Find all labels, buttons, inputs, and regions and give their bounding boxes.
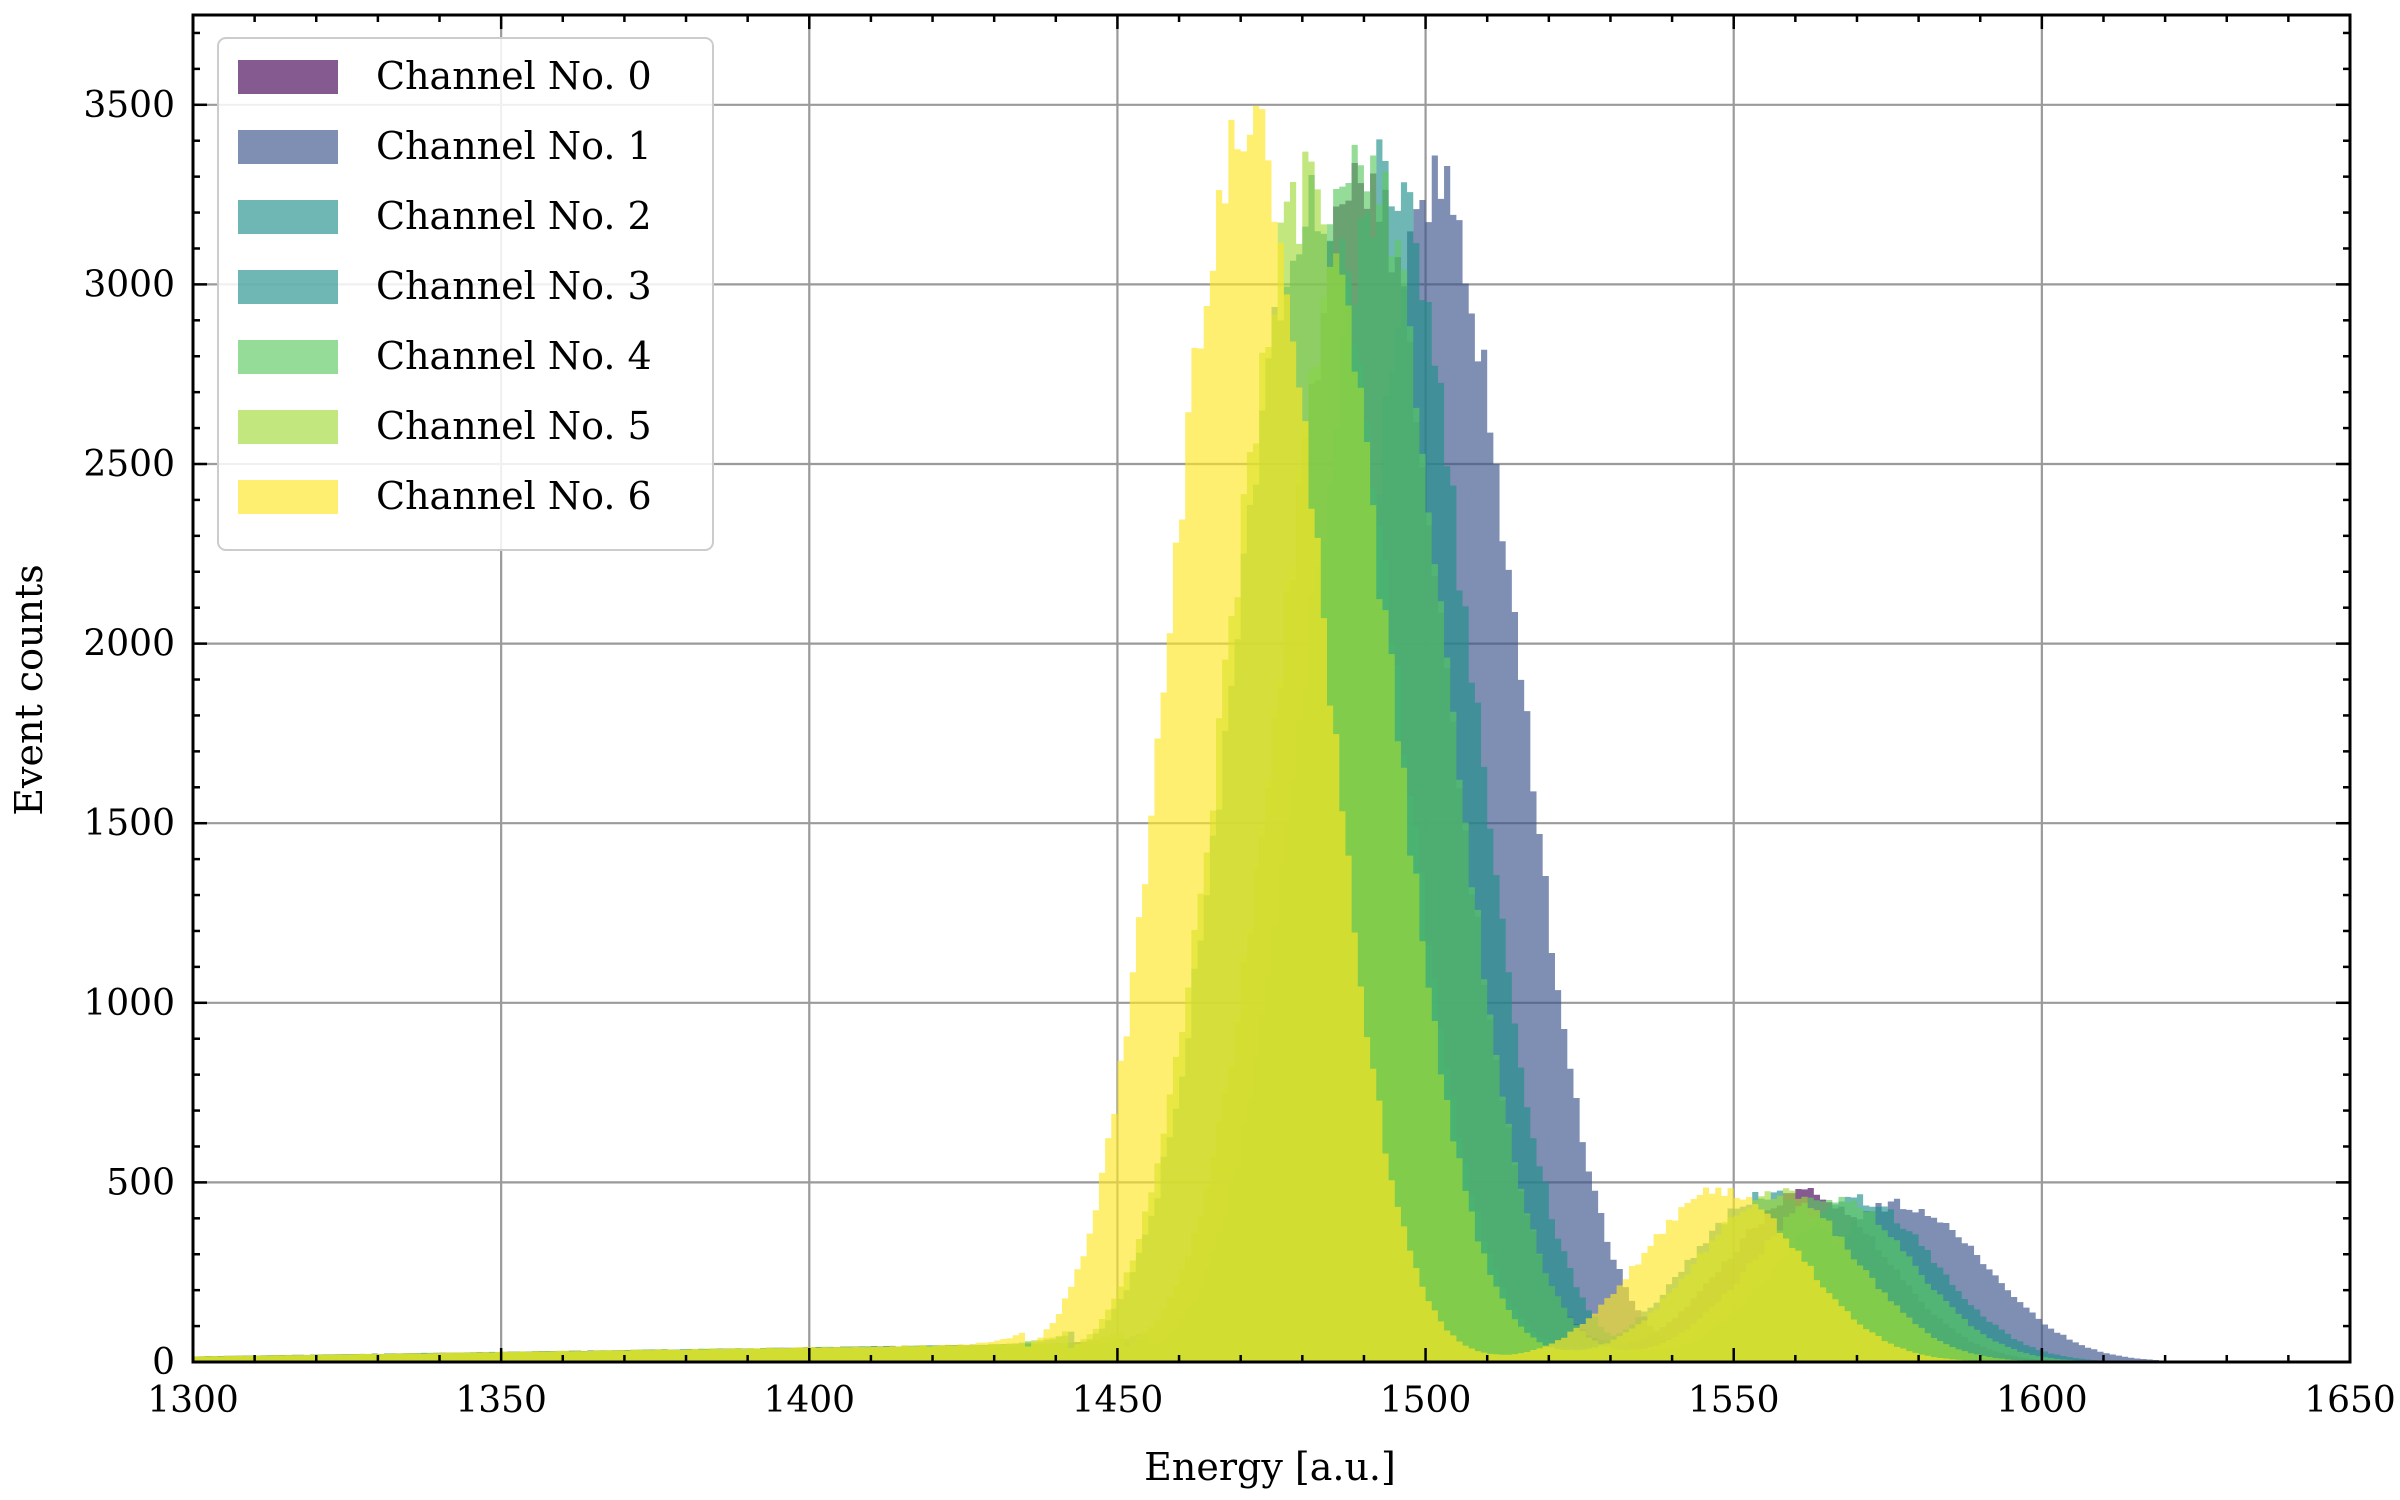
y-tick-label: 3000 [83, 264, 175, 305]
plot-area: 1300 1350 1400 1450 1500 1550 1600 1650 0 500 100… [83, 13, 2396, 1421]
y-tick-label: 1500 [83, 803, 175, 844]
legend-label-0: Channel No. 0 [376, 54, 652, 98]
legend-swatch-0 [238, 60, 338, 94]
y-tick-label: 0 [152, 1342, 175, 1383]
x-tick-labels: 1300 1350 1400 1450 1500 1550 1600 1650 [147, 1380, 2396, 1421]
series-6 [193, 105, 2350, 1362]
legend-label-1: Channel No. 1 [376, 124, 652, 168]
legend-swatch-5 [238, 410, 338, 444]
axis-ticks [191, 15, 2352, 1364]
y-tick-label: 2500 [83, 444, 175, 485]
y-tick-label: 3500 [83, 85, 175, 126]
legend-label-3: Channel No. 3 [376, 264, 652, 308]
legend-swatch-6 [238, 480, 338, 514]
x-tick-label: 1500 [1380, 1380, 1472, 1421]
x-tick-label: 1400 [763, 1380, 855, 1421]
x-tick-label: 1350 [455, 1380, 547, 1421]
histogram-bars [193, 105, 2350, 1363]
legend-label-4: Channel No. 4 [376, 334, 652, 378]
legend-label-6: Channel No. 6 [376, 474, 652, 518]
x-tick-label: 1600 [1996, 1380, 2088, 1421]
legend-label-2: Channel No. 2 [376, 194, 652, 238]
x-tick-label: 1550 [1688, 1380, 1780, 1421]
y-axis-label: Event counts [7, 564, 51, 815]
axes-frame [191, 13, 2352, 1364]
y-tick-label: 2000 [83, 624, 175, 665]
y-tick-label: 500 [106, 1162, 175, 1203]
legend-label-5: Channel No. 5 [376, 404, 652, 448]
x-tick-label: 1300 [147, 1380, 239, 1421]
y-tick-labels: 0 500 1000 1500 2000 2500 3000 3500 [83, 85, 175, 1383]
x-tick-label: 1650 [2304, 1380, 2396, 1421]
x-axis-label: Energy [a.u.] [1144, 1445, 1396, 1489]
legend-box [217, 37, 714, 551]
x-tick-label: 1450 [1072, 1380, 1164, 1421]
legend-swatch-3 [238, 270, 338, 304]
legend-swatch-1 [238, 130, 338, 164]
histogram-series-6 [193, 105, 2350, 1362]
legend-swatch-4 [238, 340, 338, 374]
legend-swatch-2 [238, 200, 338, 234]
legend: Channel No. 0 Channel No. 1 Channel No. 2 C… [217, 37, 714, 551]
y-tick-label: 1000 [83, 983, 175, 1024]
